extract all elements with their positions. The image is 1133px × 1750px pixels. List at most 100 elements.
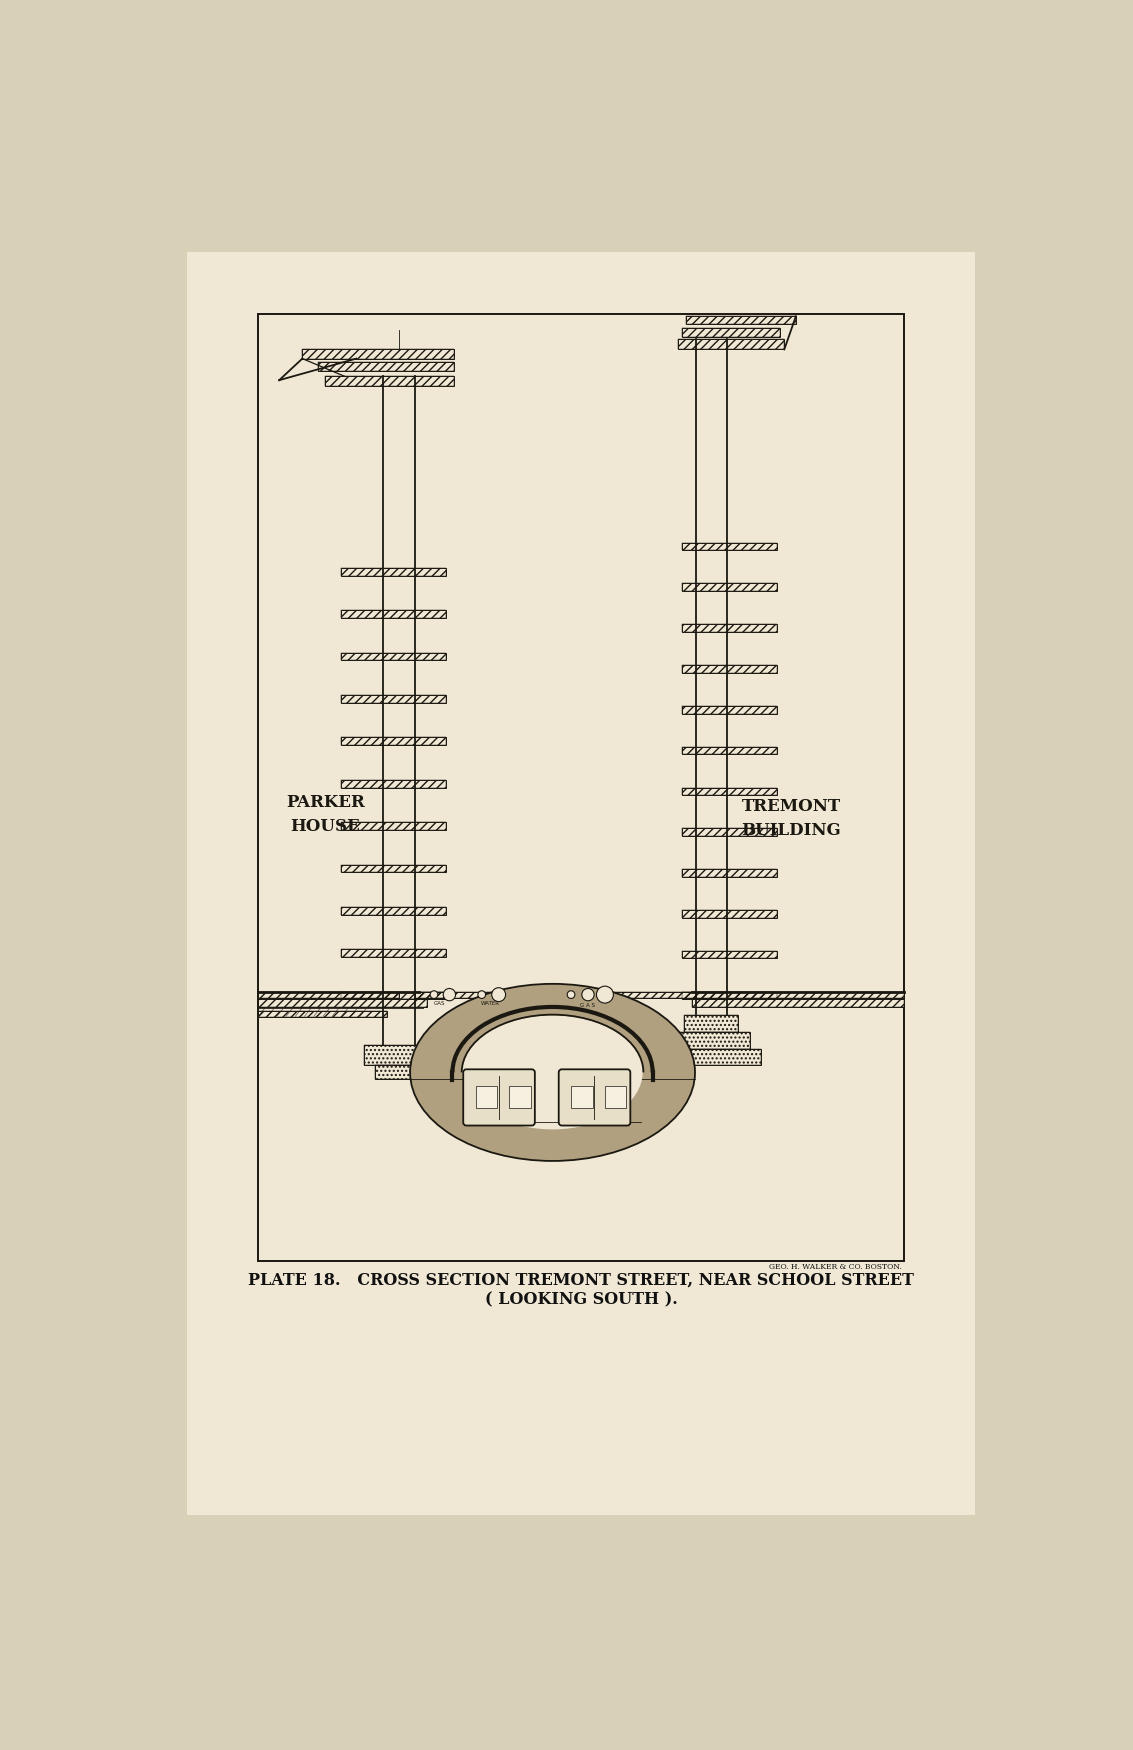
Bar bbox=[325, 376, 454, 385]
Bar bbox=[685, 317, 795, 324]
Bar bbox=[416, 992, 696, 997]
Bar bbox=[682, 327, 781, 338]
Text: G A S: G A S bbox=[580, 1003, 596, 1008]
Bar bbox=[341, 653, 446, 660]
Bar bbox=[341, 653, 446, 660]
Bar bbox=[682, 910, 776, 917]
Bar bbox=[341, 992, 446, 999]
Bar bbox=[673, 1031, 750, 1048]
Bar bbox=[682, 583, 776, 592]
Bar bbox=[684, 1015, 738, 1031]
Bar bbox=[341, 906, 446, 915]
Bar bbox=[341, 780, 446, 788]
Bar bbox=[416, 992, 696, 997]
Ellipse shape bbox=[462, 1015, 642, 1129]
Bar bbox=[258, 313, 904, 1262]
Bar bbox=[341, 864, 446, 872]
Bar bbox=[682, 788, 776, 794]
Bar bbox=[692, 999, 904, 1006]
Circle shape bbox=[582, 989, 594, 1001]
Bar bbox=[341, 569, 446, 576]
Bar bbox=[673, 1031, 750, 1048]
Circle shape bbox=[443, 989, 455, 1001]
Bar bbox=[682, 705, 776, 714]
Bar bbox=[341, 864, 446, 872]
Bar bbox=[258, 999, 427, 1006]
Bar bbox=[682, 950, 776, 959]
Text: PLATE 18.   CROSS SECTION TREMONT STREET, NEAR SCHOOL STREET: PLATE 18. CROSS SECTION TREMONT STREET, … bbox=[248, 1272, 914, 1288]
Bar bbox=[341, 737, 446, 746]
Bar bbox=[696, 992, 904, 997]
Bar bbox=[364, 1045, 435, 1064]
Bar bbox=[303, 350, 454, 359]
Bar bbox=[682, 950, 776, 959]
Bar bbox=[684, 1015, 738, 1031]
Bar bbox=[662, 1048, 761, 1066]
Bar bbox=[682, 542, 776, 550]
Bar bbox=[682, 665, 776, 672]
Bar bbox=[341, 695, 446, 704]
Bar bbox=[375, 1064, 424, 1078]
Circle shape bbox=[431, 990, 437, 999]
Bar bbox=[317, 362, 454, 371]
Bar bbox=[258, 992, 399, 997]
Bar bbox=[682, 870, 776, 877]
Bar bbox=[682, 583, 776, 592]
Bar bbox=[692, 999, 904, 1006]
Bar bbox=[341, 611, 446, 618]
Text: ( LOOKING SOUTH ).: ( LOOKING SOUTH ). bbox=[485, 1292, 678, 1307]
Text: PARKER
HOUSE: PARKER HOUSE bbox=[286, 794, 365, 835]
Bar bbox=[258, 1011, 387, 1017]
Bar bbox=[364, 1045, 435, 1064]
Bar bbox=[375, 1064, 424, 1078]
Bar bbox=[510, 1087, 531, 1108]
Bar bbox=[341, 569, 446, 576]
Bar bbox=[682, 828, 776, 836]
Bar bbox=[375, 1064, 424, 1078]
Bar bbox=[341, 695, 446, 704]
Bar bbox=[317, 362, 454, 371]
Bar bbox=[682, 870, 776, 877]
Bar bbox=[341, 822, 446, 830]
Circle shape bbox=[478, 990, 486, 999]
FancyBboxPatch shape bbox=[559, 1069, 630, 1125]
Bar bbox=[571, 1087, 593, 1108]
Bar bbox=[341, 780, 446, 788]
Circle shape bbox=[596, 987, 613, 1003]
Text: GAS: GAS bbox=[434, 1001, 445, 1006]
Bar bbox=[682, 828, 776, 836]
Bar bbox=[682, 747, 776, 754]
Bar bbox=[341, 992, 446, 999]
Bar bbox=[682, 992, 776, 999]
Bar bbox=[685, 317, 795, 324]
FancyBboxPatch shape bbox=[463, 1069, 535, 1125]
Bar bbox=[341, 949, 446, 957]
Bar bbox=[364, 1045, 435, 1064]
Bar bbox=[341, 611, 446, 618]
Bar bbox=[341, 737, 446, 746]
Bar bbox=[678, 340, 784, 350]
Bar bbox=[682, 327, 781, 338]
Bar bbox=[605, 1087, 627, 1108]
Bar bbox=[325, 376, 454, 385]
Bar bbox=[682, 625, 776, 632]
Bar bbox=[341, 822, 446, 830]
Bar bbox=[682, 910, 776, 917]
Text: WATER: WATER bbox=[480, 1001, 500, 1006]
Bar bbox=[682, 705, 776, 714]
Bar bbox=[682, 747, 776, 754]
Bar bbox=[682, 542, 776, 550]
Bar bbox=[682, 992, 776, 999]
Bar bbox=[476, 1087, 497, 1108]
Circle shape bbox=[492, 987, 505, 1001]
Ellipse shape bbox=[410, 984, 695, 1160]
Bar bbox=[696, 992, 904, 997]
Bar bbox=[678, 340, 784, 350]
Bar bbox=[341, 906, 446, 915]
Circle shape bbox=[568, 990, 574, 999]
Bar bbox=[682, 788, 776, 794]
Bar bbox=[682, 625, 776, 632]
Bar bbox=[258, 1011, 387, 1017]
Bar bbox=[303, 350, 454, 359]
Bar bbox=[341, 949, 446, 957]
